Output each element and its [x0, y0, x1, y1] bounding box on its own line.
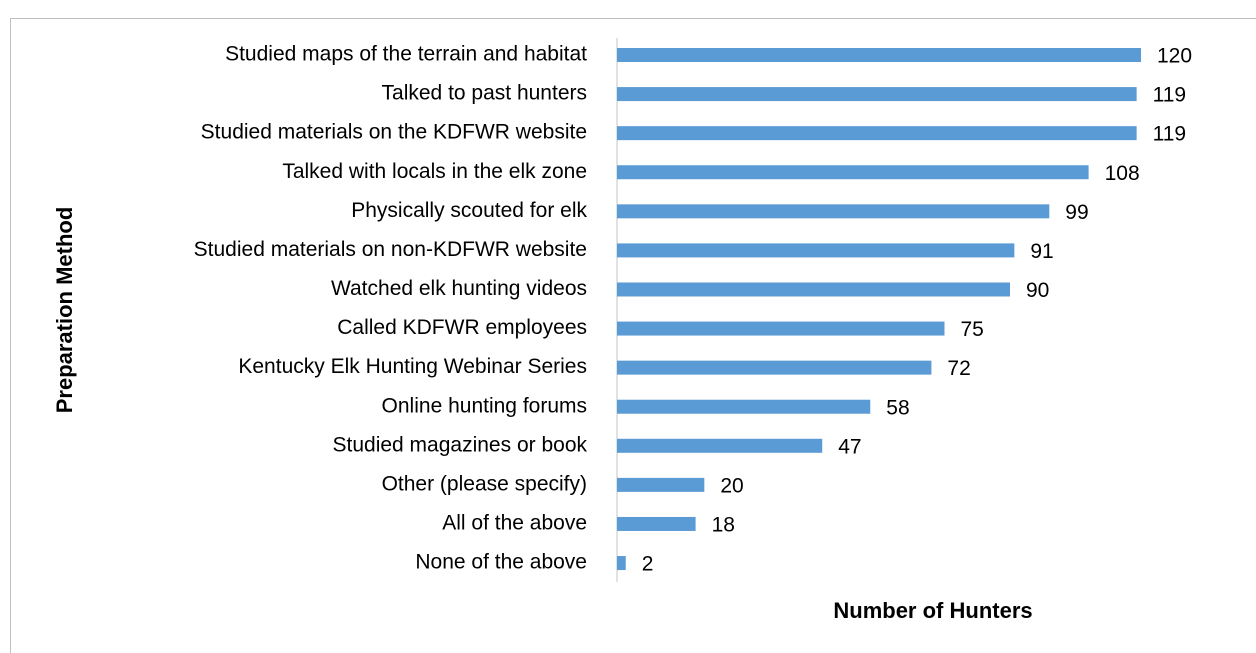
- y-tick-label: Physically scouted for elk: [351, 199, 587, 222]
- y-tick-label: Called KDFWR employees: [337, 316, 587, 339]
- y-tick-label: Studied maps of the terrain and habitat: [225, 43, 587, 66]
- data-label: 72: [947, 357, 970, 380]
- y-tick-label: Studied materials on non-KDFWR website: [194, 238, 587, 261]
- bar: [617, 556, 626, 571]
- bar: [617, 321, 945, 336]
- data-label: 2: [642, 553, 654, 576]
- data-label: 18: [712, 514, 735, 537]
- bar: [617, 204, 1050, 219]
- y-tick-label: Studied magazines or book: [333, 433, 588, 456]
- x-axis-title: Number of Hunters: [833, 598, 1032, 623]
- data-label: 90: [1026, 279, 1049, 302]
- data-label: 20: [720, 474, 743, 497]
- y-tick-label: Online hunting forums: [382, 394, 587, 417]
- y-tick-label: Talked to past hunters: [382, 82, 587, 105]
- data-label: 47: [838, 435, 861, 458]
- y-tick-label: Kentucky Elk Hunting Webinar Series: [238, 355, 587, 378]
- bar: [617, 477, 705, 492]
- chart-frame: [10, 18, 1256, 653]
- y-tick-label: Studied materials on the KDFWR website: [201, 121, 587, 144]
- bar: [617, 282, 1010, 297]
- y-axis-title: Preparation Method: [52, 207, 77, 414]
- bar: [617, 438, 823, 453]
- bar: [617, 516, 696, 531]
- y-tick-label: All of the above: [442, 512, 587, 535]
- data-label: 120: [1157, 45, 1192, 68]
- bar: [617, 243, 1015, 258]
- bar: [617, 126, 1137, 141]
- data-label: 75: [961, 318, 984, 341]
- bar: [617, 165, 1089, 180]
- bar: [617, 48, 1141, 62]
- data-label: 119: [1153, 84, 1186, 107]
- y-tick-label: Watched elk hunting videos: [331, 277, 587, 300]
- data-label: 108: [1105, 162, 1140, 185]
- y-tick-label: None of the above: [415, 551, 587, 574]
- data-label: 91: [1030, 240, 1053, 263]
- bar: [617, 87, 1137, 102]
- y-tick-label: Talked with locals in the elk zone: [282, 160, 587, 183]
- y-tick-label: Other (please specify): [382, 472, 587, 495]
- data-label: 99: [1065, 201, 1088, 224]
- bar: [617, 399, 871, 414]
- data-label: 58: [886, 396, 909, 419]
- bar: [617, 360, 932, 375]
- data-label: 119: [1153, 123, 1186, 146]
